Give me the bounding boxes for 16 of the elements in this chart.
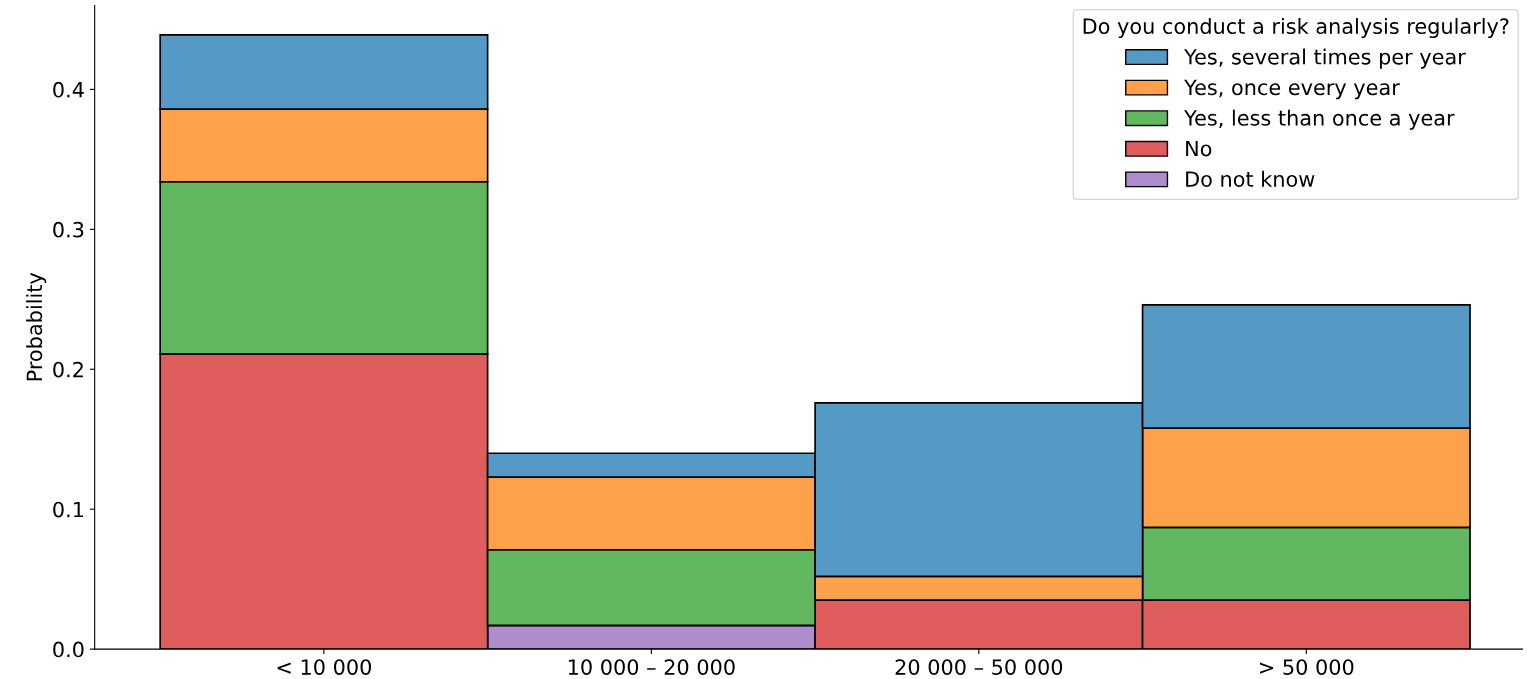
legend-label: Do not know xyxy=(1186,170,1315,187)
legend-title: Do you conduct a risk analysis regularly? xyxy=(1083,17,1509,39)
x-tick-label: < 10 000 xyxy=(277,659,371,675)
y-tick-label: 0.0 xyxy=(53,641,84,658)
legend-label: Yes, several times per year xyxy=(1184,48,1466,69)
legend-label: Yes, once every year xyxy=(1184,79,1400,100)
x-tick-label: 10 000 – 20 000 xyxy=(568,659,735,675)
x-tick-label: 20 000 – 50 000 xyxy=(895,659,1063,675)
y-tick-label: 0.3 xyxy=(53,221,84,238)
y-tick-label: 0.4 xyxy=(53,81,84,98)
y-axis-title: Probability xyxy=(26,272,47,381)
x-tick-label: > 50 000 xyxy=(1260,659,1354,675)
legend-label: Yes, less than once a year xyxy=(1184,109,1455,130)
legend-label: No xyxy=(1186,140,1212,157)
y-tick-label: 0.1 xyxy=(53,501,84,518)
y-tick-label: 0.2 xyxy=(53,361,83,378)
